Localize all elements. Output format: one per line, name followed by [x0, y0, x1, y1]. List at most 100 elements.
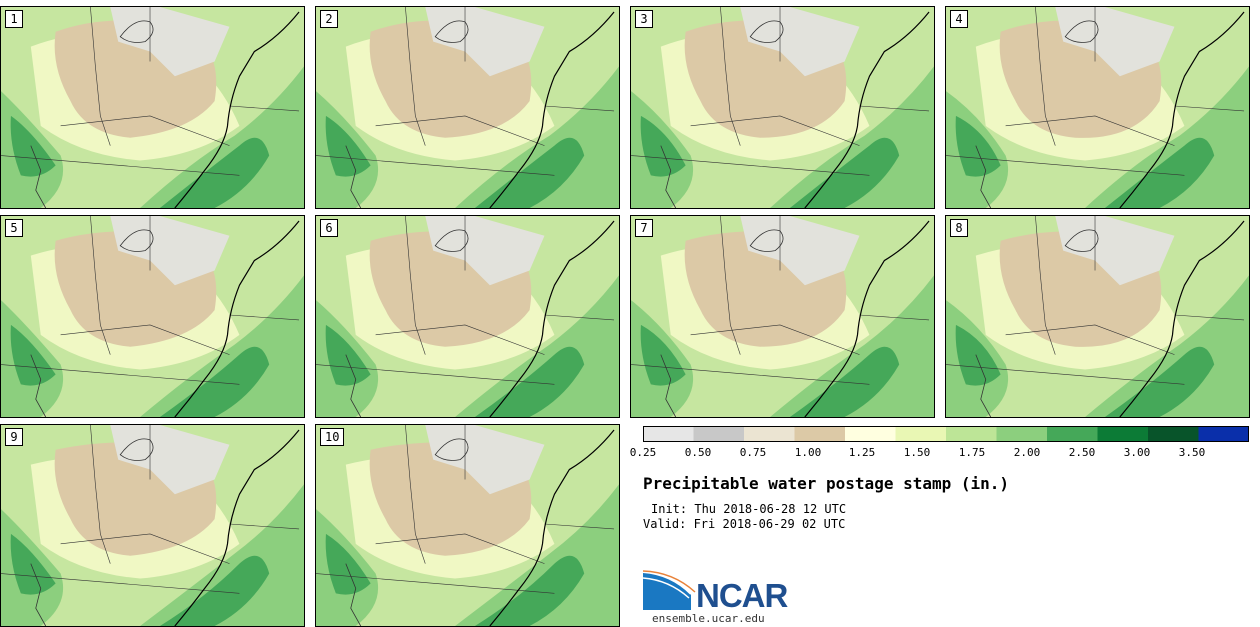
colorbar-border	[643, 426, 1249, 442]
map-panel-3: 3	[630, 6, 935, 209]
dark-green-region-west	[325, 324, 371, 386]
map-panel-8: 8	[945, 215, 1250, 418]
lake-outline	[434, 20, 469, 43]
green-region-east	[770, 66, 934, 208]
green-region-east	[140, 275, 304, 417]
dark-green-region-east	[159, 346, 270, 417]
map-panel-7: 7	[630, 215, 935, 418]
state-boundaries	[316, 425, 615, 594]
grey-region	[1055, 216, 1175, 286]
coastline	[174, 11, 300, 208]
colorbar-swatch	[1047, 426, 1099, 442]
member-number-label: 4	[950, 10, 968, 28]
coastline	[489, 11, 615, 208]
lake-outline	[749, 229, 784, 252]
state-boundaries	[946, 216, 1245, 385]
colorbar-tick: 1.00	[794, 446, 822, 459]
member-number-label: 10	[320, 428, 345, 446]
coastline	[804, 220, 930, 417]
colorbar-tick: 2.50	[1068, 446, 1096, 459]
dark-green-region-west	[640, 324, 686, 386]
dark-green-region-east	[789, 137, 900, 208]
lake-outline	[1064, 229, 1099, 252]
map-panel-4: 4	[945, 6, 1250, 209]
grey-region	[425, 216, 545, 286]
dark-green-region-west	[325, 533, 371, 595]
dark-green-region-east	[159, 555, 270, 626]
grey-region	[740, 7, 860, 77]
precip-water-map	[631, 216, 934, 417]
member-number-label: 9	[5, 428, 23, 446]
ncar-url[interactable]: ensemble.ucar.edu	[652, 612, 765, 625]
dark-green-region-east	[1104, 137, 1215, 208]
grey-region	[1055, 7, 1175, 77]
river	[975, 354, 992, 417]
colorbar-swatch	[693, 426, 745, 442]
colorbar-tick: 0.75	[739, 446, 767, 459]
colorbar-tick: 1.75	[958, 446, 986, 459]
river	[30, 145, 47, 208]
colorbar-tick: 3.00	[1123, 446, 1151, 459]
coastline	[1119, 220, 1245, 417]
coastline	[174, 220, 300, 417]
dark-green-region-west	[640, 115, 686, 177]
dark-green-region-west	[325, 115, 371, 177]
grey-region	[110, 425, 230, 495]
colorbar-swatch	[1148, 426, 1200, 442]
precip-water-map	[631, 7, 934, 208]
grey-region	[110, 216, 230, 286]
lake-outline	[1064, 20, 1099, 43]
colorbar-swatch	[845, 426, 897, 442]
colorbar-swatch	[946, 426, 998, 442]
coastline	[1119, 11, 1245, 208]
river	[345, 145, 362, 208]
river	[30, 563, 47, 626]
dark-green-region-west	[10, 324, 56, 386]
member-number-label: 8	[950, 219, 968, 237]
grey-region	[110, 7, 230, 77]
state-boundaries	[316, 216, 615, 385]
precip-water-map	[946, 7, 1249, 208]
colorbar-tick: 0.25	[629, 446, 657, 459]
state-boundaries	[631, 216, 930, 385]
colorbar-swatch	[1198, 426, 1249, 442]
colorbar	[643, 426, 1249, 442]
precip-water-map	[1, 216, 304, 417]
lake-outline	[119, 20, 154, 43]
green-region-east	[770, 275, 934, 417]
colorbar-tick: 3.50	[1178, 446, 1206, 459]
grey-region	[425, 425, 545, 495]
lake-outline	[434, 229, 469, 252]
dark-green-region-west	[955, 324, 1001, 386]
precip-water-map	[316, 216, 619, 417]
green-region-east	[1085, 66, 1249, 208]
dark-green-region-east	[789, 346, 900, 417]
map-panel-9: 9	[0, 424, 305, 627]
lake-outline	[749, 20, 784, 43]
green-region-east	[455, 275, 619, 417]
lake-outline	[119, 438, 154, 461]
member-number-label: 2	[320, 10, 338, 28]
state-boundaries	[1, 7, 300, 176]
colorbar-swatch	[895, 426, 947, 442]
green-region-east	[455, 484, 619, 626]
green-region-east	[140, 66, 304, 208]
colorbar-swatch	[794, 426, 846, 442]
river	[975, 145, 992, 208]
ncar-logo-text: NCAR	[696, 577, 788, 614]
river	[345, 354, 362, 417]
state-boundaries	[946, 7, 1245, 176]
state-boundaries	[631, 7, 930, 176]
river	[660, 145, 677, 208]
map-panel-2: 2	[315, 6, 620, 209]
colorbar-tick: 1.50	[903, 446, 931, 459]
precip-water-map	[316, 7, 619, 208]
state-boundaries	[1, 425, 300, 594]
plot-title: Precipitable water postage stamp (in.)	[643, 474, 1010, 493]
map-panel-5: 5	[0, 215, 305, 418]
dark-green-region-east	[474, 555, 585, 626]
coastline	[489, 429, 615, 626]
green-region-east	[455, 66, 619, 208]
dark-green-region-west	[10, 533, 56, 595]
dark-green-region-west	[955, 115, 1001, 177]
